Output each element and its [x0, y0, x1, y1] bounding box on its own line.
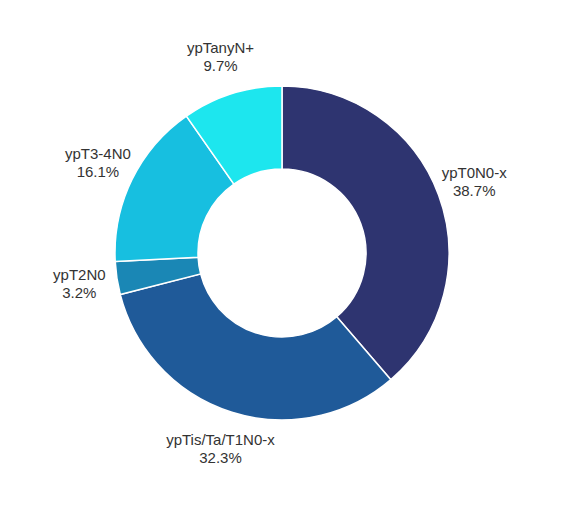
slice [120, 274, 391, 420]
chart-svg: ypT0N0-x38.7%ypTis/Ta/T1N0-x32.3%ypT2N03… [0, 0, 578, 512]
category-label: ypT0N0-x [442, 164, 508, 181]
slice-label: ypTanyN+9.7% [187, 39, 254, 74]
slice-label: ypT3-4N016.1% [65, 145, 131, 180]
slice [186, 86, 282, 184]
value-label: 9.7% [203, 57, 237, 74]
labels: ypT0N0-x38.7%ypTis/Ta/T1N0-x32.3%ypT2N03… [53, 39, 507, 465]
value-label: 38.7% [453, 182, 496, 199]
value-label: 32.3% [199, 449, 242, 466]
value-label: 3.2% [62, 284, 96, 301]
value-label: 16.1% [77, 163, 120, 180]
category-label: ypTis/Ta/T1N0-x [166, 431, 275, 448]
slices [115, 86, 449, 420]
slice-label: ypT2N03.2% [53, 266, 106, 301]
slice-label: ypT0N0-x38.7% [442, 164, 508, 199]
chart-container: ypT0N0-x38.7%ypTis/Ta/T1N0-x32.3%ypT2N03… [0, 0, 578, 512]
category-label: ypTanyN+ [187, 39, 254, 56]
category-label: ypT2N0 [53, 266, 106, 283]
slice-label: ypTis/Ta/T1N0-x32.3% [166, 431, 275, 466]
category-label: ypT3-4N0 [65, 145, 131, 162]
slice [115, 257, 200, 294]
